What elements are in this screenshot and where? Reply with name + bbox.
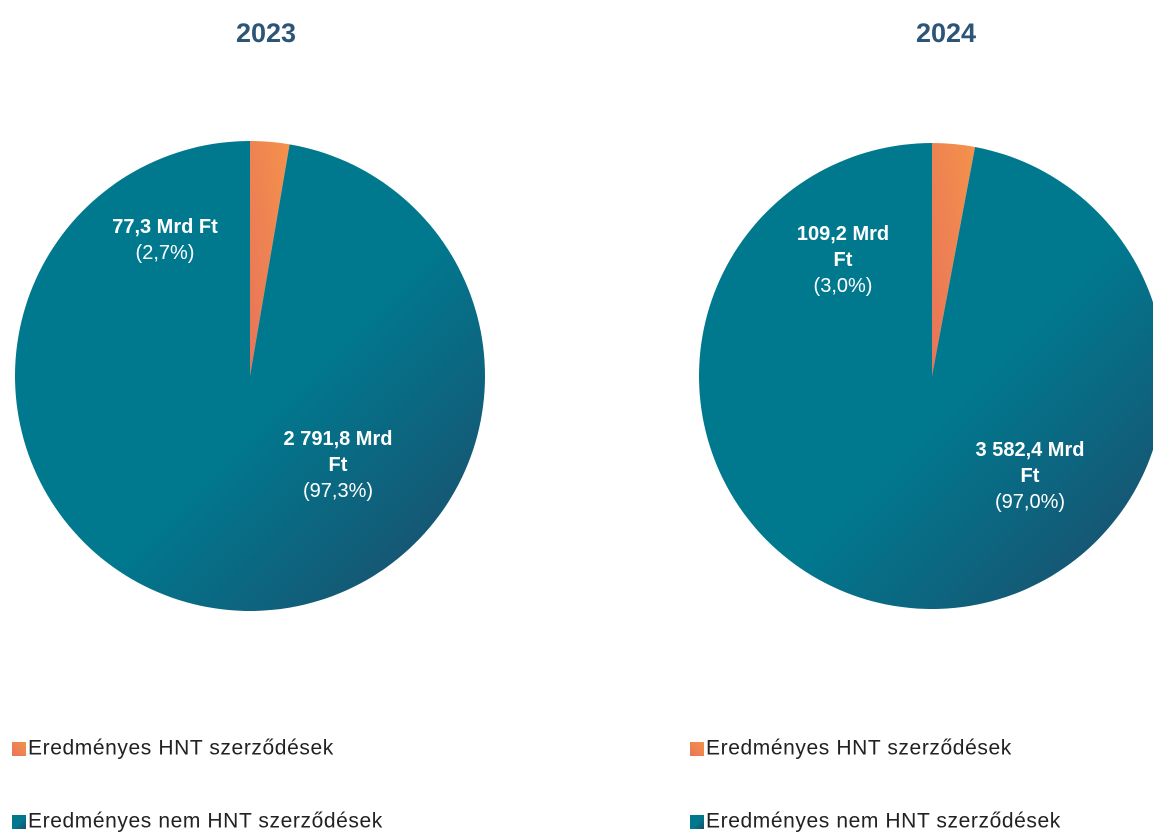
chart-title: 2024	[916, 18, 976, 48]
slice-value-label: 2 791,8 Mrd Ft	[283, 428, 393, 476]
pie-slice	[250, 141, 290, 376]
chart-title: 2023	[236, 18, 296, 48]
legend-label: Eredményes HNT szerződések	[28, 737, 334, 760]
pie-slice	[699, 143, 1153, 609]
slice-value-label: 109,2 Mrd Ft	[796, 223, 890, 271]
legend-label: Eredményes nem HNT szerződések	[706, 810, 1061, 833]
slice-percent-label: (3,0%)	[813, 275, 873, 297]
legend-label: Eredményes nem HNT szerződések	[28, 810, 383, 833]
slice-label: 109,2 Mrd Ft (3,0%)	[788, 221, 898, 299]
slice-percent-label: (97,3%)	[302, 480, 374, 502]
pie-slice	[14, 141, 486, 611]
legend-swatch	[690, 815, 704, 829]
slice-percent-label: (2,7%)	[135, 242, 195, 264]
slice-label: 2 791,8 Mrd Ft (97,3%)	[273, 426, 403, 504]
slice-value-label: 3 582,4 Mrd Ft	[975, 439, 1085, 487]
pie-slice	[932, 143, 976, 376]
slice-value: 109,2 Mrd Ft	[788, 221, 898, 273]
legend-label: Eredményes HNT szerződések	[706, 737, 1012, 760]
slice-value: 3 582,4 Mrd Ft	[965, 437, 1095, 489]
slice-label: 3 582,4 Mrd Ft (97,0%)	[965, 437, 1095, 515]
legend-swatch	[690, 742, 704, 756]
slice-percent-label: (97,0%)	[994, 491, 1066, 513]
slice-label: 77,3 Mrd Ft (2,7%)	[90, 214, 240, 266]
legend-swatch	[12, 815, 26, 829]
slice-value: 2 791,8 Mrd Ft	[273, 426, 403, 478]
slice-value-label: 77,3 Mrd Ft	[112, 216, 218, 238]
legend-swatch	[12, 742, 26, 756]
slice-value: 77,3 Mrd Ft	[90, 214, 240, 240]
